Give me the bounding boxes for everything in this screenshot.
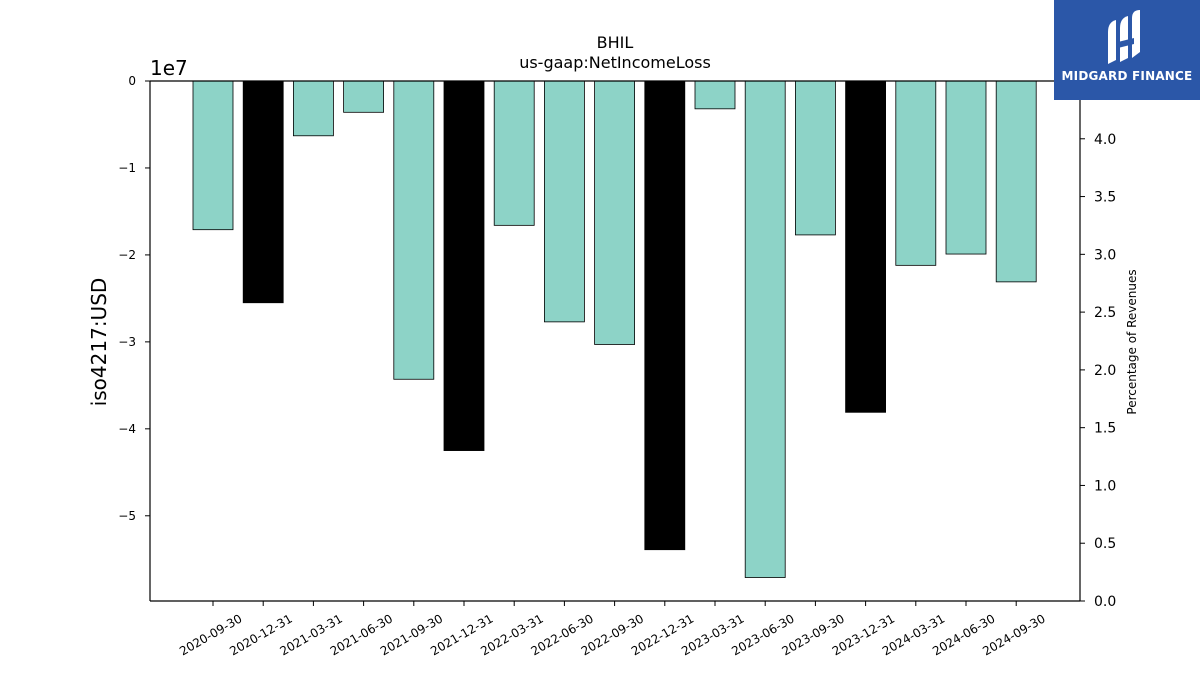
bar <box>895 80 937 266</box>
y-tick-label: −4 <box>118 422 136 436</box>
bar <box>845 80 886 413</box>
y2-tick-label: 2.0 <box>1094 363 1116 379</box>
y2-ticks-group: 0.0 0.5 1.0 1.5 2.0 2.5 3.0 3.5 4.0 <box>1080 132 1116 610</box>
midgard-logo-icon <box>1108 10 1140 64</box>
y2-tick-label: 0.5 <box>1094 536 1116 552</box>
y2-axis-label: Percentage of Revenues <box>1125 269 1139 414</box>
bar <box>443 80 485 451</box>
chart-title: BHIL <box>597 33 634 52</box>
y2-tick-label: 1.5 <box>1094 421 1116 437</box>
y-ticks-group: 0 −1 −2 −3 −4 −5 <box>118 74 150 523</box>
y2-tick-label: 2.5 <box>1094 305 1116 321</box>
bar <box>292 80 334 137</box>
bars-group <box>192 80 1037 578</box>
bar <box>493 80 535 226</box>
y2-tick-label: 1.0 <box>1094 478 1116 494</box>
logo-text: MIDGARD FINANCE <box>1061 69 1193 83</box>
bar <box>192 80 234 231</box>
bar <box>594 80 635 345</box>
bar <box>644 80 686 551</box>
bar <box>242 80 284 304</box>
y2-tick-label: 3.5 <box>1094 190 1116 206</box>
bar <box>795 80 836 236</box>
y-tick-label: 0 <box>128 74 136 88</box>
y2-tick-label: 3.0 <box>1094 247 1116 263</box>
y-offset-text: 1e7 <box>150 56 188 80</box>
bar <box>945 80 987 255</box>
bar <box>544 80 585 323</box>
y-tick-label: −5 <box>118 509 136 523</box>
y-tick-label: −1 <box>118 161 136 175</box>
bar <box>694 80 736 110</box>
y2-tick-label: 0.0 <box>1094 594 1116 610</box>
midgard-finance-logo: MIDGARD FINANCE <box>1054 0 1200 100</box>
bar <box>393 80 435 380</box>
bar <box>343 80 385 113</box>
chart-subtitle: us-gaap:NetIncomeLoss <box>519 53 711 72</box>
bar <box>995 80 1037 283</box>
bar <box>744 80 786 578</box>
y2-tick-label: 4.0 <box>1094 132 1116 148</box>
y-tick-label: −2 <box>118 248 136 262</box>
x-ticks-group: 2020-09-302020-12-312021-03-312021-06-30… <box>177 601 1048 658</box>
y-axis-label: iso4217:USD <box>87 278 111 407</box>
y-tick-label: −3 <box>118 335 136 349</box>
